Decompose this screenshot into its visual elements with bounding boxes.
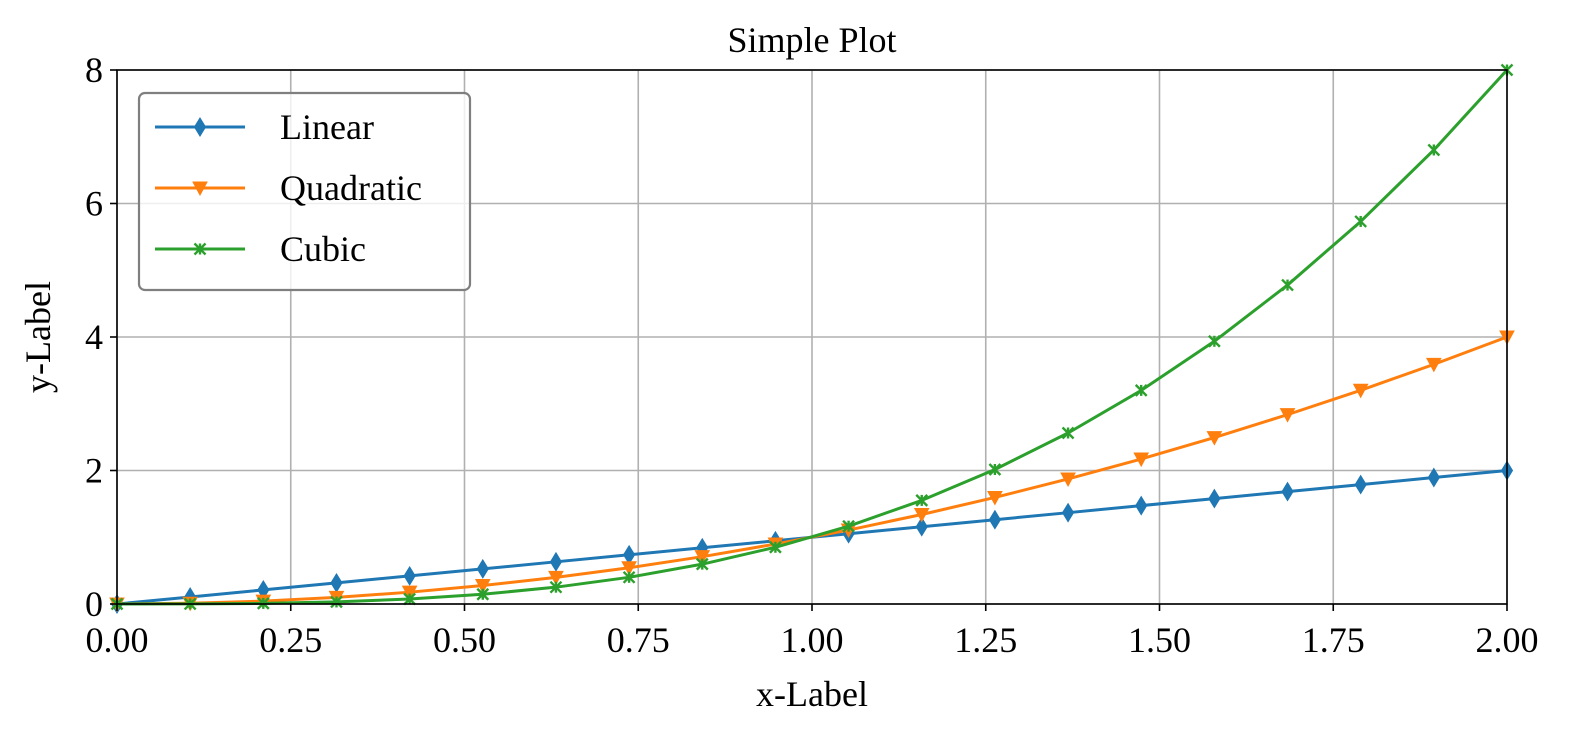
data-point [695,557,709,571]
data-point [1208,334,1221,348]
y-axis-title: y-Label [18,281,58,393]
data-point [403,592,416,606]
x-tick-label: 0.75 [607,620,670,660]
x-tick-label: 2.00 [1476,620,1539,660]
data-point [1061,502,1075,523]
x-tick-label: 0.00 [86,620,149,660]
data-point [476,587,490,601]
data-point [915,516,928,537]
y-tick-label: 0 [85,584,103,624]
data-point [1354,474,1367,495]
data-point [330,595,343,609]
data-point [1135,495,1148,516]
y-tick-label: 6 [85,184,103,224]
data-point [769,540,782,554]
data-point [474,579,491,594]
data-point [1352,383,1369,399]
data-point [476,558,489,579]
x-tick-label: 0.50 [433,620,496,660]
data-point [403,565,416,586]
data-point [1426,357,1442,373]
legend-item-linear: Linear [155,107,374,147]
data-point [1281,278,1294,292]
data-point [913,507,930,523]
chart-title: Simple Plot [727,20,896,60]
data-point [988,509,1001,530]
data-point [1133,452,1150,468]
data-point [1279,408,1296,423]
data-point [1427,467,1440,488]
data-point [842,519,855,533]
x-tick-label: 1.50 [1128,620,1191,660]
data-point [401,585,418,601]
data-point [915,494,929,507]
legend-box [137,91,472,292]
axis-ticks: 0.00 0.25 0.50 0.75 1.00 1.25 1.50 1.75 2.00 0 2 4 6… [85,50,1539,660]
data-point [1281,481,1294,502]
data-point [1134,384,1148,397]
data-point [987,490,1003,506]
data-point [621,561,637,576]
legend-label: Quadratic [280,168,422,208]
y-tick-label: 2 [85,451,103,491]
legend-item-cubic: Cubic [155,229,366,269]
legend: Linear Quadratic Cubic [137,91,472,292]
y-tick-label: 8 [85,50,103,90]
x-tick-label: 1.25 [954,620,1017,660]
series-layer [109,63,1515,614]
data-point [1354,215,1368,228]
legend-marker [193,242,207,256]
data-point [549,580,563,594]
data-point [988,463,1002,476]
x-axis-title: x-Label [756,674,868,714]
data-point [548,570,564,586]
legend-marker [193,117,207,137]
data-point [549,551,563,572]
legend-label: Cubic [280,229,366,269]
x-tick-label: 0.25 [259,620,322,660]
data-point [330,572,343,593]
series-line [116,68,1509,606]
y-tick-label: 4 [85,317,103,357]
legend-marker [192,181,208,197]
legend-item-quadratic: Quadratic [155,168,422,208]
x-tick-label: 1.75 [1302,620,1365,660]
data-point [694,550,711,565]
data-point [1427,143,1441,157]
data-point [1208,488,1221,509]
series-cubic [110,63,1514,611]
x-tick-label: 1.00 [781,620,844,660]
legend-label: Linear [280,107,374,147]
data-point [1061,426,1075,440]
data-point [622,570,636,584]
data-point [1060,472,1076,488]
data-point [623,544,636,565]
data-point [1206,431,1223,446]
